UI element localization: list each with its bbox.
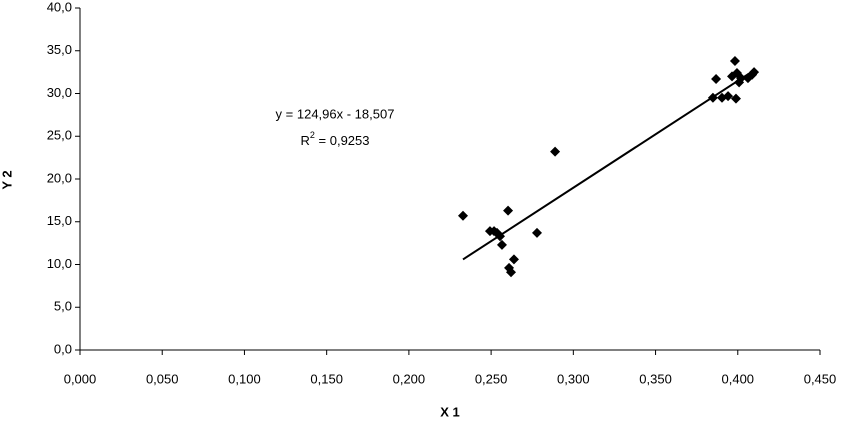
y-tick-label: 35,0 xyxy=(47,42,72,57)
x-tick-label: 0,300 xyxy=(557,371,590,386)
y-tick-label: 5,0 xyxy=(54,299,72,314)
y-tick-label: 30,0 xyxy=(47,85,72,100)
point xyxy=(707,92,718,103)
y-tick-label: 20,0 xyxy=(47,170,72,185)
x-tick-label: 0,000 xyxy=(64,371,97,386)
point xyxy=(506,267,517,278)
x-tick-label: 0,350 xyxy=(639,371,672,386)
trend-equation: y = 124,96x - 18,507 xyxy=(276,106,395,121)
r-squared: R2 = 0,9253 xyxy=(301,130,370,148)
point xyxy=(736,73,747,84)
point xyxy=(730,93,741,104)
x-axis-title: X 1 xyxy=(440,404,460,419)
r2-value: = 0,9253 xyxy=(315,133,370,148)
point xyxy=(723,91,734,102)
point xyxy=(457,210,468,221)
point xyxy=(531,227,542,238)
point xyxy=(504,262,515,273)
y-tick-label: 25,0 xyxy=(47,128,72,143)
x-tick-label: 0,100 xyxy=(228,371,261,386)
trendline xyxy=(462,69,755,261)
point xyxy=(503,205,514,216)
x-tick-label: 0,250 xyxy=(475,371,508,386)
r2-sup: 2 xyxy=(310,130,315,140)
x-tick-label: 0,200 xyxy=(393,371,426,386)
point xyxy=(749,67,760,78)
point xyxy=(494,231,505,242)
y-tick-label: 15,0 xyxy=(47,213,72,228)
y-tick-label: 10,0 xyxy=(47,256,72,271)
point xyxy=(711,73,722,84)
y-axis-title: Y 2 xyxy=(0,170,14,189)
point xyxy=(550,146,561,157)
x-tick-label: 0,050 xyxy=(146,371,179,386)
y-tick-label: 40,0 xyxy=(47,0,72,14)
point xyxy=(729,56,740,67)
r2-base: R xyxy=(301,133,310,148)
point xyxy=(508,254,519,265)
x-tick-label: 0,400 xyxy=(722,371,755,386)
x-tick-label: 0,450 xyxy=(804,371,837,386)
point xyxy=(496,239,507,250)
y-tick-label: 0,0 xyxy=(54,341,72,356)
x-tick-label: 0,150 xyxy=(310,371,343,386)
